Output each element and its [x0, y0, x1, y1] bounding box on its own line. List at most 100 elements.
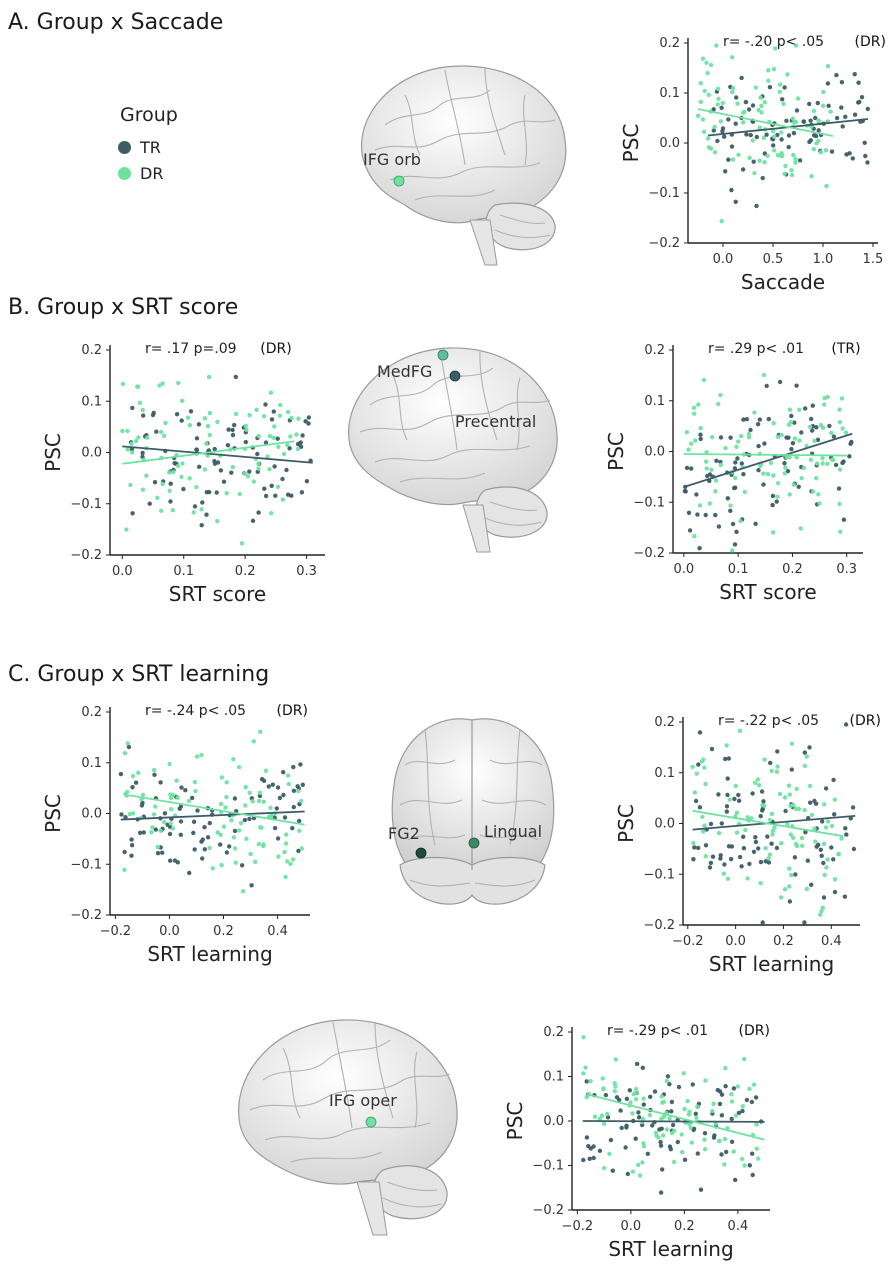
data-point-dr [733, 783, 738, 789]
data-point-dr [767, 852, 773, 857]
data-point-dr [701, 829, 706, 834]
data-point-dr [145, 435, 150, 440]
data-point-tr [233, 374, 238, 380]
data-point-tr [820, 819, 825, 824]
data-point-tr [263, 493, 269, 499]
data-point-tr [767, 85, 773, 90]
data-point-dr [712, 124, 717, 130]
data-point-tr [711, 128, 716, 133]
data-point-tr [770, 493, 776, 499]
data-point-dr [718, 119, 723, 124]
data-point-dr [275, 484, 281, 489]
data-point-dr [194, 484, 199, 490]
data-point-tr [796, 484, 801, 489]
data-point-dr [294, 432, 299, 437]
data-point-dr [755, 777, 761, 782]
data-point-tr [191, 830, 196, 836]
data-point-tr [719, 1092, 725, 1097]
x-tick-label: 0.1 [728, 562, 749, 577]
data-point-dr [704, 466, 709, 471]
data-point-dr [756, 783, 762, 788]
data-point-dr [702, 765, 707, 770]
data-point-tr [636, 1115, 642, 1120]
data-point-dr [797, 407, 802, 412]
data-point-dr [751, 1082, 757, 1087]
data-point-tr [747, 1163, 752, 1168]
data-point-dr [762, 803, 767, 808]
data-point-tr [803, 406, 808, 411]
data-point-dr [686, 447, 691, 452]
data-point-dr [600, 1076, 605, 1081]
section-title-a: A. Group x Saccade [8, 10, 224, 35]
data-point-dr [660, 1100, 665, 1105]
data-point-tr [281, 792, 286, 798]
data-point-dr [703, 854, 708, 859]
x-tick-label: 0.1 [173, 564, 194, 579]
data-point-tr [743, 99, 749, 105]
data-point-dr [783, 465, 788, 470]
data-point-tr [658, 1143, 664, 1148]
data-point-tr [191, 819, 197, 824]
data-point-dr [224, 491, 229, 496]
data-point-tr [703, 843, 709, 848]
data-point-dr [128, 482, 133, 488]
data-point-dr [296, 788, 301, 794]
data-point-dr [231, 757, 236, 762]
data-point-dr [630, 1169, 635, 1174]
data-point-tr [168, 481, 173, 486]
data-point-tr [197, 464, 202, 469]
data-point-dr [254, 407, 259, 412]
data-point-tr [785, 469, 791, 474]
data-point-tr [230, 427, 235, 433]
x-tick-label: 0.2 [674, 1219, 695, 1234]
scatter-plot-a: 0.2 0.1 0.0 −0.1 −0.2 0.0 0.5 1.0 1.5 Saccade PSC r… [619, 34, 886, 294]
data-point-dr [712, 150, 718, 155]
data-point-dr [770, 530, 776, 535]
data-point-dr [613, 1057, 618, 1062]
data-point-tr [850, 805, 856, 810]
data-point-dr [820, 103, 826, 109]
data-point-dr [688, 441, 694, 446]
y-tick-label: 0.2 [81, 343, 102, 358]
data-point-dr [153, 804, 158, 809]
data-point-dr [180, 461, 185, 466]
data-point-dr [202, 467, 208, 472]
data-point-tr [640, 1065, 645, 1070]
data-point-dr [825, 394, 830, 400]
fit-line-dr [590, 1094, 765, 1141]
data-point-tr [863, 153, 868, 159]
data-point-tr [683, 489, 688, 494]
data-point-tr [811, 133, 817, 138]
data-point-tr [726, 756, 731, 761]
data-point-tr [783, 808, 788, 814]
data-point-dr [802, 763, 808, 768]
data-point-tr [698, 432, 703, 437]
data-point-dr [734, 810, 740, 815]
data-point-tr [296, 848, 301, 854]
data-point-tr [754, 134, 759, 140]
data-point-dr [607, 1151, 612, 1156]
data-point-tr [584, 1079, 589, 1084]
y-tick-label: −0.1 [643, 867, 675, 882]
data-point-tr [266, 784, 271, 789]
data-point-dr [722, 1136, 728, 1142]
data-point-dr [721, 871, 726, 876]
data-point-tr [825, 81, 831, 86]
data-point-dr [224, 780, 229, 785]
data-point-dr [781, 101, 786, 107]
data-point-dr [713, 489, 718, 494]
group-legend: Group TR DR [118, 104, 238, 194]
data-point-tr [792, 855, 798, 860]
data-point-tr [284, 467, 289, 473]
data-point-dr [276, 444, 281, 449]
data-point-tr [823, 786, 829, 791]
data-point-dr [163, 420, 168, 426]
data-point-tr [833, 462, 839, 468]
data-point-dr [693, 438, 698, 443]
data-point-dr [583, 1065, 588, 1070]
data-point-tr [836, 486, 842, 491]
data-point-dr [830, 457, 835, 462]
data-point-tr [158, 780, 163, 785]
data-point-tr [196, 422, 202, 427]
data-point-tr [204, 512, 209, 517]
